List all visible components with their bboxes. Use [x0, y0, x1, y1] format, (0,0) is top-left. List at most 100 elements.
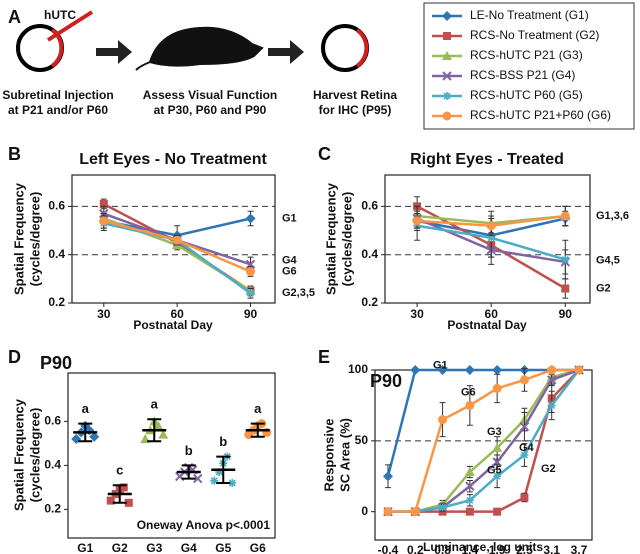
x-tick-label: 60	[170, 307, 184, 321]
y-tick-label: 0.6	[44, 414, 61, 428]
chart-title: P90	[40, 353, 72, 373]
marker	[520, 451, 529, 459]
legend-label: RCS-hUTC P21+P60 (G6)	[470, 108, 611, 122]
y-axis-label: (cycles/degree)	[27, 408, 42, 503]
marker	[464, 467, 475, 476]
x-tick-label: G5	[215, 541, 231, 554]
legend-label: RCS-hUTC P21 (G3)	[470, 48, 583, 62]
marker	[438, 503, 447, 512]
legend-marker	[443, 32, 451, 40]
significance-letter: a	[82, 401, 90, 416]
x-tick-label: 90	[559, 307, 573, 321]
step-caption: Subretinal Injection	[2, 88, 113, 102]
y-tick-label: 0.4	[44, 458, 61, 472]
error-bar	[78, 422, 93, 443]
y-tick-label: 0	[361, 504, 368, 518]
x-tick-label: G4	[181, 541, 197, 554]
legend-box	[423, 2, 635, 130]
marker	[561, 284, 570, 293]
x-tick-label: 60	[485, 307, 499, 321]
step-caption: Harvest Retina	[313, 88, 397, 102]
annotation: G6	[282, 266, 297, 278]
panel-label: A	[8, 7, 21, 27]
x-tick-label: 1.9	[489, 543, 506, 554]
x-tick-label: 30	[97, 307, 111, 321]
y-tick-label: 0.4	[361, 247, 378, 261]
arrow	[268, 40, 304, 64]
y-axis-label: Responsive	[321, 419, 336, 492]
marker	[158, 429, 169, 439]
x-tick-label: 0.2	[407, 543, 424, 554]
chart-title: P90	[370, 371, 402, 391]
marker	[245, 213, 256, 224]
annotation: G3	[487, 426, 502, 438]
series-line	[388, 368, 579, 513]
step-caption: Assess Visual Function	[143, 88, 278, 102]
annotation: Oneway Anova p<.0001	[137, 518, 271, 532]
marker	[412, 216, 422, 226]
marker	[487, 233, 496, 242]
plot-frame	[67, 372, 276, 539]
marker	[246, 267, 256, 277]
legend-marker	[442, 51, 452, 60]
y-axis-label: Spatial Frequency	[11, 182, 26, 295]
arrow	[96, 40, 132, 64]
x-tick-label: 1.4	[462, 543, 479, 554]
marker	[124, 498, 133, 507]
marker	[383, 507, 393, 517]
chart-title: Left Eyes - No Treatment	[79, 151, 267, 168]
legend-marker	[442, 11, 452, 21]
x-tick-label: 0.8	[434, 543, 451, 554]
legend-label: RCS-BSS P21 (G4)	[470, 68, 575, 82]
marker	[410, 365, 421, 375]
legend-marker	[443, 92, 451, 100]
annotation: G4,5	[596, 255, 620, 267]
significance-letter: b	[185, 443, 193, 458]
marker	[99, 216, 109, 226]
retina	[355, 28, 369, 68]
marker	[410, 507, 420, 517]
marker	[547, 375, 557, 385]
legend-label: RCS-No Treatment (G2)	[470, 28, 599, 42]
annotation: G5	[487, 464, 502, 476]
annotation: G4	[282, 255, 298, 267]
y-tick-label: 0.2	[361, 295, 378, 309]
marker	[383, 471, 393, 482]
marker	[464, 365, 475, 375]
x-tick-label: 3.1	[543, 543, 560, 554]
y-tick-label: 0.2	[48, 295, 65, 309]
step-caption: at P21 and/or P60	[8, 103, 108, 117]
marker	[99, 199, 108, 208]
x-tick-label: 30	[410, 307, 424, 321]
retina	[50, 28, 64, 68]
panel-label: E	[318, 347, 330, 367]
marker	[215, 468, 224, 476]
annotation: G2,3,5	[282, 287, 315, 299]
marker	[492, 383, 502, 393]
marker	[172, 235, 182, 245]
marker	[519, 375, 529, 385]
marker	[492, 365, 503, 375]
marker	[106, 496, 115, 505]
marker	[89, 431, 100, 442]
legend-label: LE-No Treatment (G1)	[470, 8, 589, 22]
rat-icon	[135, 26, 264, 71]
marker	[246, 289, 255, 298]
panel-label: C	[318, 144, 331, 164]
step-caption: at P30, P60 and P90	[154, 103, 267, 117]
marker	[193, 473, 203, 484]
x-tick-label: G3	[146, 541, 162, 554]
y-axis-label: (cycles/degree)	[27, 192, 42, 287]
significance-letter: a	[254, 401, 262, 416]
marker	[492, 442, 503, 452]
marker	[520, 493, 529, 502]
marker	[493, 507, 502, 516]
y-axis-label: (cycles/degree)	[339, 192, 354, 287]
y-tick-label: 100	[348, 362, 368, 376]
marker	[465, 481, 475, 491]
syringe-label: hUTC	[44, 8, 76, 22]
x-tick-label: G2	[112, 541, 128, 554]
step-caption: for IHC (P95)	[319, 103, 392, 117]
error-bar	[216, 455, 231, 484]
